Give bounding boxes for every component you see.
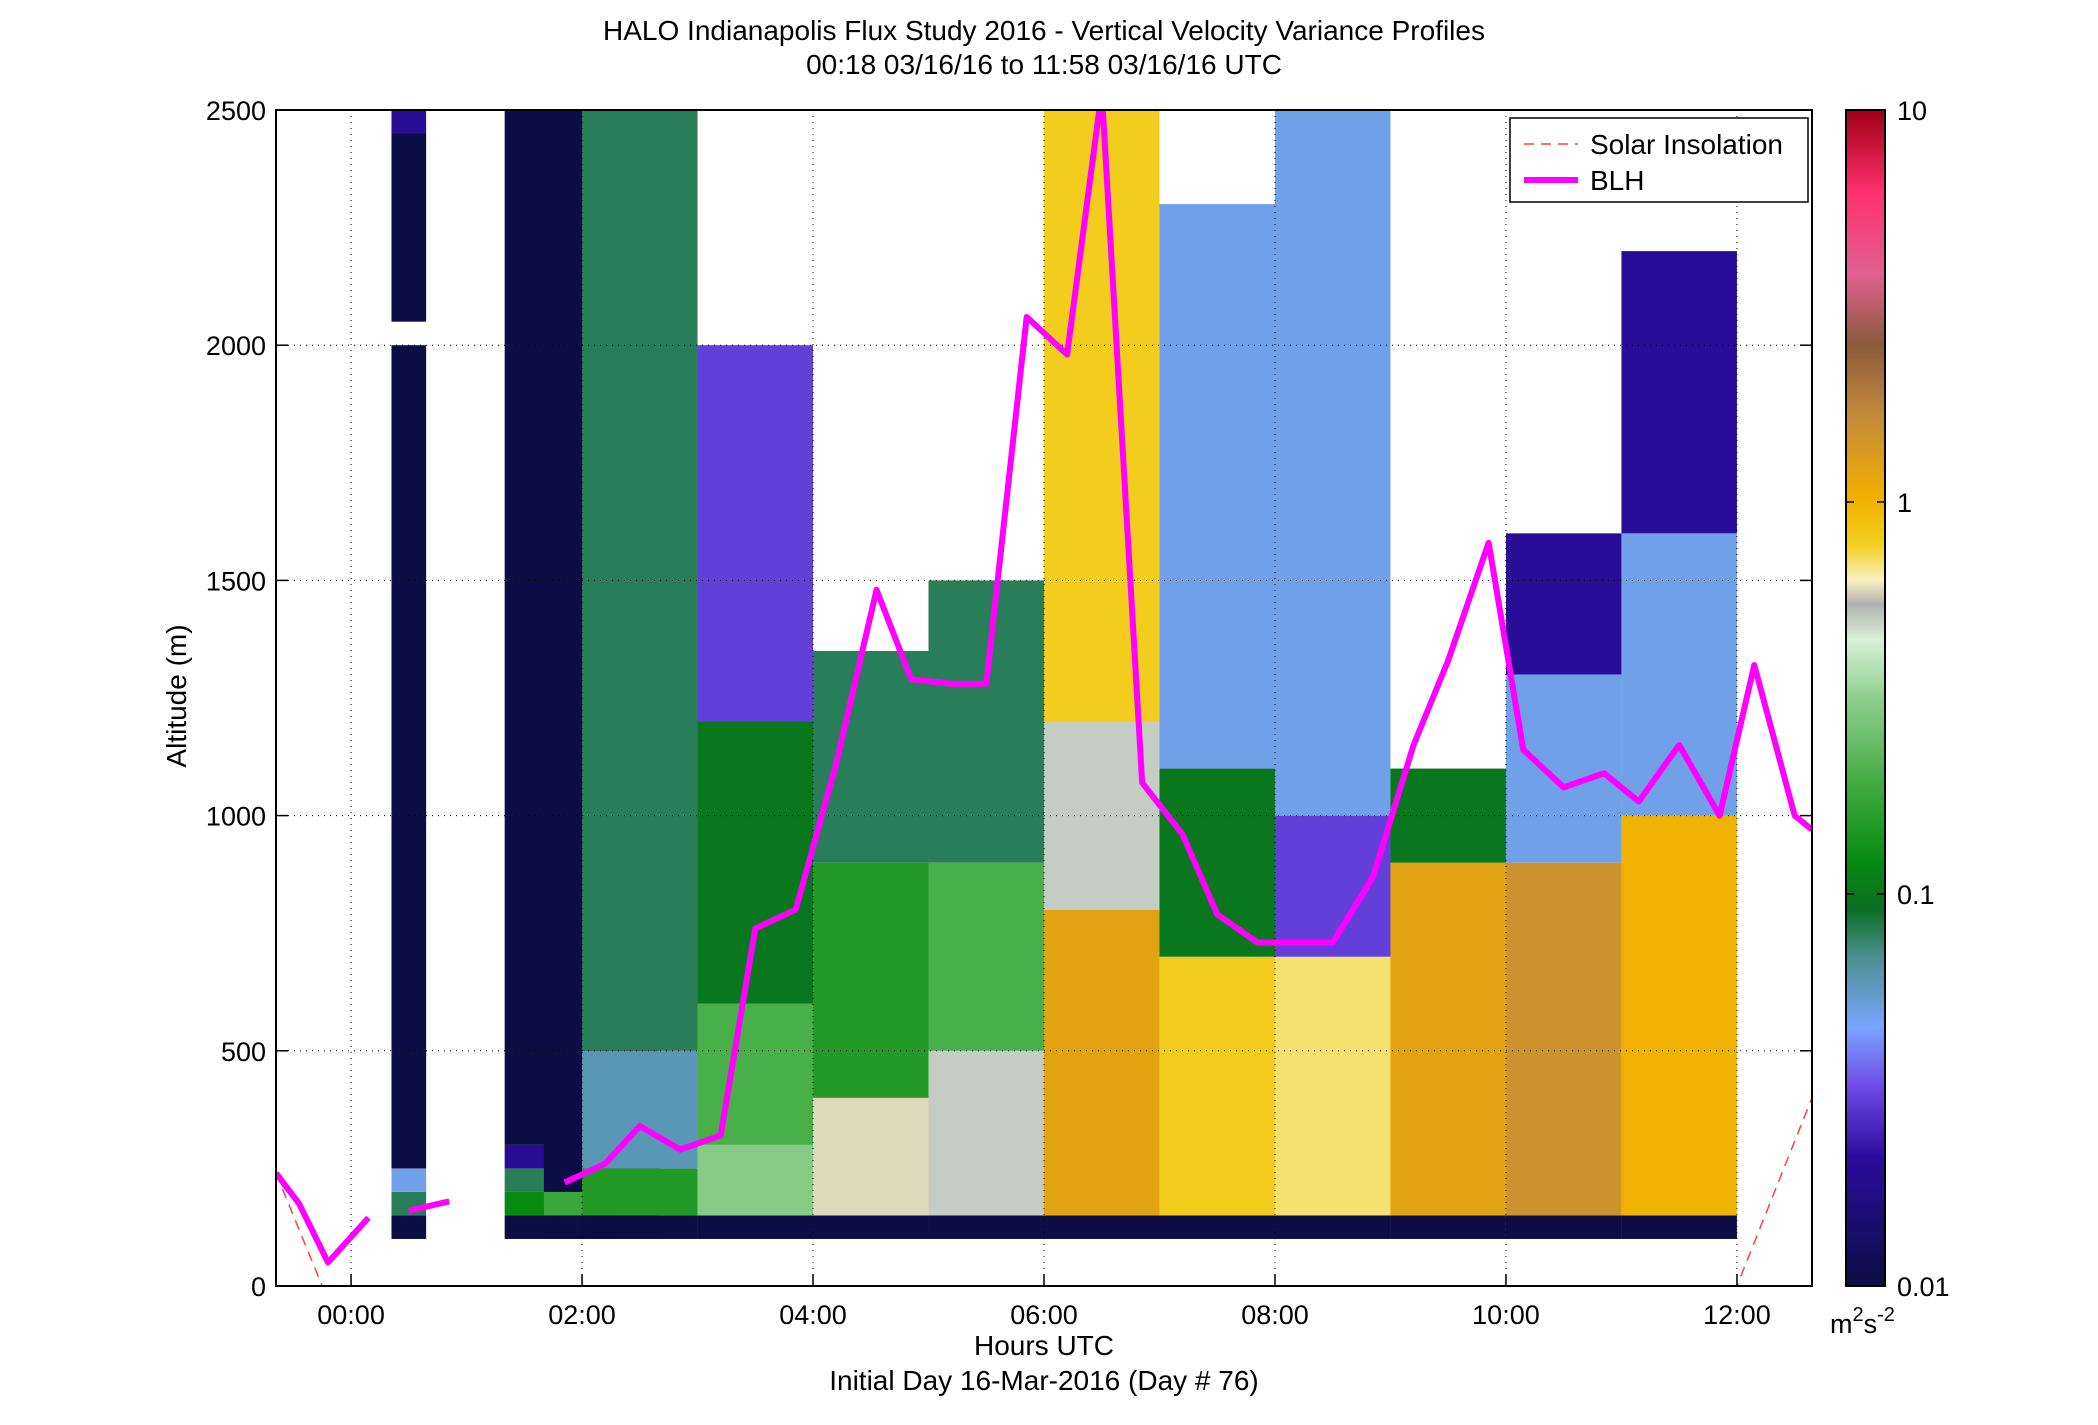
heatmap-cell bbox=[1505, 1215, 1622, 1239]
blh-line-segment bbox=[563, 110, 1812, 1186]
heatmap-cell bbox=[1274, 110, 1391, 816]
y-tick-label: 500 bbox=[221, 1037, 266, 1067]
heatmap-cell bbox=[1621, 1215, 1737, 1239]
heatmap-cell bbox=[1505, 533, 1622, 675]
plot-area bbox=[275, 109, 1813, 1287]
colorbar-gradient bbox=[1845, 109, 1886, 1287]
solar-insolation-line bbox=[276, 1097, 1812, 1286]
colorbar-tick-label: 1 bbox=[1897, 488, 1912, 518]
heatmap-cell bbox=[1390, 1215, 1506, 1239]
colorbar-unit-mid: s bbox=[1864, 1309, 1878, 1339]
x-tick-label: 04:00 bbox=[779, 1300, 847, 1330]
heatmap-cell bbox=[928, 580, 1044, 863]
heatmap-cell bbox=[813, 1215, 929, 1239]
heatmap-cell bbox=[697, 1003, 814, 1145]
x-tick-label: 06:00 bbox=[1010, 1300, 1078, 1330]
heatmap-cell bbox=[928, 862, 1044, 1051]
heatmap-cell bbox=[1274, 1215, 1391, 1239]
heatmap-cell bbox=[697, 345, 814, 722]
y-tick-label: 1500 bbox=[206, 566, 266, 596]
y-tick-label: 1000 bbox=[206, 802, 266, 832]
x-axis: 00:00 02:00 04:00 06:00 08:00 10:00 12:00 bbox=[317, 1274, 1771, 1330]
legend: Solar Insolation BLH bbox=[1509, 117, 1809, 203]
heatmap-cell bbox=[391, 345, 427, 1169]
colorbar-tick-label: 0.1 bbox=[1897, 880, 1935, 910]
x-tick-label: 00:00 bbox=[317, 1300, 385, 1330]
heatmap-cell bbox=[1044, 1215, 1160, 1239]
series-lines bbox=[276, 110, 1812, 1286]
heatmap-cell bbox=[1390, 768, 1506, 863]
colorbar-tick-label: 10 bbox=[1897, 96, 1927, 126]
legend-solar-label: Solar Insolation bbox=[1590, 129, 1783, 160]
blh-line-segment bbox=[276, 1171, 371, 1266]
heatmap-cell bbox=[1274, 815, 1391, 957]
heatmap-cell bbox=[928, 1050, 1044, 1216]
heatmap-cell bbox=[1044, 110, 1160, 722]
heatmap-cell bbox=[813, 862, 929, 1098]
heatmap-cell bbox=[1390, 862, 1506, 1216]
heatmap-cell bbox=[391, 1215, 427, 1239]
colorbar-unit-sup1: 2 bbox=[1853, 1304, 1864, 1326]
y-tick-label: 2000 bbox=[206, 331, 266, 361]
x-tick-label: 12:00 bbox=[1703, 1300, 1771, 1330]
heatmap-cell bbox=[697, 1215, 814, 1239]
chart-title: HALO Indianapolis Flux Study 2016 - Vert… bbox=[603, 15, 1485, 46]
colorbar-tick-label: 0.01 bbox=[1897, 1272, 1950, 1302]
y-tick-label: 0 bbox=[251, 1272, 266, 1302]
heatmap-cell bbox=[391, 110, 427, 134]
blh-line-segment bbox=[408, 1198, 450, 1214]
x-tick-label: 02:00 bbox=[548, 1300, 616, 1330]
y-axis-label: Altitude (m) bbox=[161, 624, 192, 767]
x-axis-sublabel: Initial Day 16-Mar-2016 (Day # 76) bbox=[829, 1365, 1259, 1396]
heatmap-cell bbox=[813, 1097, 929, 1216]
heatmap-cell bbox=[1621, 815, 1737, 1216]
heatmap-cell bbox=[1159, 768, 1275, 957]
colorbar-unit: m2s-2 bbox=[1830, 1304, 1895, 1339]
heatmap-cell bbox=[391, 1191, 427, 1216]
y-tick-label: 2500 bbox=[206, 96, 266, 126]
heatmap-cell bbox=[1621, 251, 1737, 534]
heatmap-cell bbox=[582, 1215, 698, 1239]
legend-blh-label: BLH bbox=[1590, 165, 1644, 196]
heatmap-cell bbox=[1274, 956, 1391, 1216]
chart-subtitle: 00:18 03/16/16 to 11:58 03/16/16 UTC bbox=[806, 49, 1282, 80]
heatmap-cell bbox=[1621, 533, 1737, 816]
colorbar-unit-sup2: -2 bbox=[1877, 1304, 1895, 1326]
heatmap-cell bbox=[1159, 204, 1275, 769]
grid-lines bbox=[276, 110, 1812, 1286]
heatmap-cell bbox=[1159, 1215, 1275, 1239]
y-axis: 0 500 1000 1500 2000 2500 bbox=[206, 96, 1812, 1302]
heatmap-cell bbox=[391, 1168, 427, 1192]
heatmap-cell bbox=[1505, 674, 1622, 863]
x-tick-label: 10:00 bbox=[1472, 1300, 1540, 1330]
heatmap-cell bbox=[928, 1215, 1044, 1239]
heatmap-cell bbox=[813, 650, 929, 863]
heatmap-cell bbox=[697, 1144, 814, 1216]
x-axis-label: Hours UTC bbox=[974, 1330, 1114, 1361]
heatmap-cell bbox=[582, 1168, 698, 1216]
x-tick-label: 08:00 bbox=[1241, 1300, 1309, 1330]
heatmap-cell bbox=[582, 110, 698, 1051]
heatmap-cell bbox=[1044, 909, 1160, 1216]
colorbar: 0.01 0.1 1 10 m2s-2 bbox=[1830, 96, 1950, 1339]
legend-box bbox=[1509, 117, 1809, 203]
colorbar-ticks: 0.01 0.1 1 10 bbox=[1846, 96, 1950, 1302]
heatmap-cell bbox=[1159, 956, 1275, 1216]
heatmap-cell bbox=[391, 133, 427, 322]
heatmap-cell bbox=[1505, 862, 1622, 1216]
colorbar-unit-base: m bbox=[1830, 1309, 1853, 1339]
heatmap-cell bbox=[697, 721, 814, 1004]
